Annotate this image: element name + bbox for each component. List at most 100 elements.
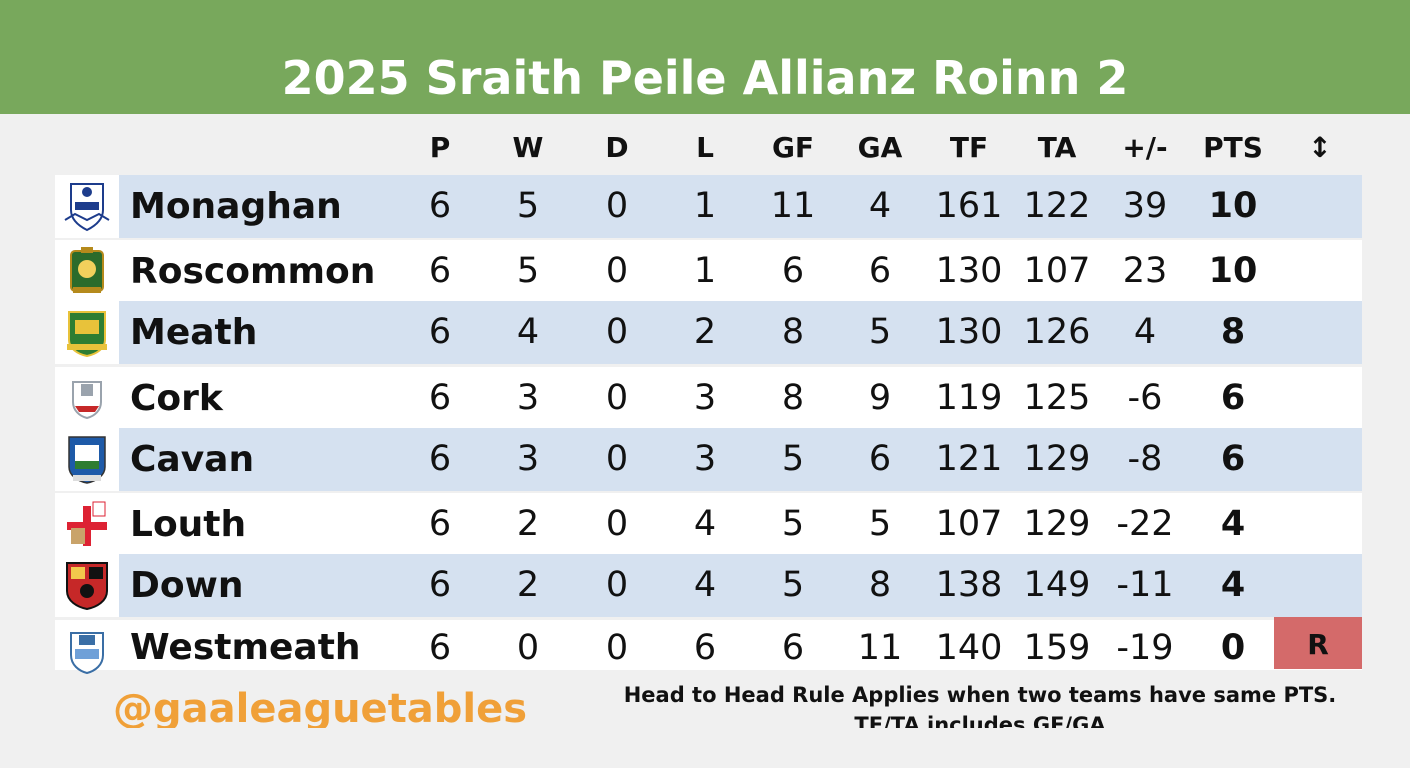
cell-diff: -11 xyxy=(1116,565,1174,605)
cell-diff: 23 xyxy=(1122,251,1168,291)
cell-pts: 10 xyxy=(1208,251,1258,291)
cell-gf: 11 xyxy=(770,186,816,226)
louth-crest-icon xyxy=(55,493,119,556)
cell-ta: 107 xyxy=(1023,251,1091,291)
team-name: Monaghan xyxy=(130,186,342,227)
cell-p: 6 xyxy=(428,504,452,544)
cell-pts: 10 xyxy=(1208,186,1258,226)
cell-ga: 6 xyxy=(868,251,892,291)
team-name: Roscommon xyxy=(130,251,376,292)
cell-gf: 8 xyxy=(781,378,805,418)
cell-w: 4 xyxy=(516,312,540,352)
table-row: Meath 6 4 0 2 8 5 130 126 4 8 xyxy=(55,301,1362,364)
cell-pts: 6 xyxy=(1220,439,1246,479)
cell-ga: 9 xyxy=(868,378,892,418)
cell-p: 6 xyxy=(428,312,452,352)
cell-p: 6 xyxy=(428,378,452,418)
cavan-crest-icon xyxy=(55,428,119,491)
cell-tf: 138 xyxy=(935,565,1003,605)
cell-d: 0 xyxy=(605,439,629,479)
col-header-ga: GA xyxy=(857,131,903,164)
cell-w: 5 xyxy=(516,186,540,226)
cell-p: 6 xyxy=(428,186,452,226)
cell-ga: 8 xyxy=(868,565,892,605)
cell-w: 2 xyxy=(516,504,540,544)
cell-tf: 140 xyxy=(935,628,1003,668)
monaghan-crest-icon xyxy=(55,175,119,238)
col-header-pts: PTS xyxy=(1203,131,1263,164)
col-header-p: P xyxy=(429,131,451,164)
team-name: Cavan xyxy=(130,439,255,480)
cell-gf: 5 xyxy=(781,439,805,479)
cell-ta: 129 xyxy=(1023,504,1091,544)
team-name: Meath xyxy=(130,312,258,353)
cell-tf: 107 xyxy=(935,504,1003,544)
table-row: Cork 6 3 0 3 8 9 119 125 -6 6 xyxy=(55,367,1362,430)
cell-gf: 8 xyxy=(781,312,805,352)
cell-l: 3 xyxy=(693,378,717,418)
table-row: Down 6 2 0 4 5 8 138 149 -11 4 xyxy=(55,554,1362,617)
team-name: Louth xyxy=(130,504,247,545)
col-header-l: L xyxy=(696,131,714,164)
cell-tf: 119 xyxy=(935,378,1003,418)
cell-pts: 4 xyxy=(1220,565,1246,605)
cell-l: 4 xyxy=(693,565,717,605)
cell-pts: 4 xyxy=(1220,504,1246,544)
cell-d: 0 xyxy=(605,312,629,352)
cell-ta: 149 xyxy=(1023,565,1091,605)
col-header-gf: GF xyxy=(771,131,815,164)
col-header-tf: TF xyxy=(949,131,989,164)
title-banner: 2025 Sraith Peile Allianz Roinn 2 xyxy=(0,0,1410,114)
cell-gf: 6 xyxy=(781,251,805,291)
cell-diff: -22 xyxy=(1116,504,1174,544)
cell-ga: 11 xyxy=(857,628,903,668)
table-row: Westmeath 6 0 0 6 6 11 140 159 -19 0 R xyxy=(55,617,1362,675)
table-row: Monaghan 6 5 0 1 11 4 161 122 39 10 xyxy=(55,175,1362,238)
cell-p: 6 xyxy=(428,251,452,291)
cell-diff: 4 xyxy=(1133,312,1157,352)
col-header-w: W xyxy=(512,131,544,164)
cell-ta: 159 xyxy=(1023,628,1091,668)
team-name: Cork xyxy=(130,378,223,419)
cell-ga: 5 xyxy=(868,504,892,544)
col-header-diff: +/- xyxy=(1122,131,1168,164)
team-name: Westmeath xyxy=(130,627,361,668)
cell-l: 2 xyxy=(693,312,717,352)
cell-ta: 125 xyxy=(1023,378,1091,418)
cell-tf: 130 xyxy=(935,251,1003,291)
table-row: Cavan 6 3 0 3 5 6 121 129 -8 6 xyxy=(55,428,1362,491)
page-title: 2025 Sraith Peile Allianz Roinn 2 xyxy=(281,51,1129,105)
team-name: Down xyxy=(130,565,244,606)
cell-pts: 0 xyxy=(1220,628,1246,668)
cell-w: 3 xyxy=(516,378,540,418)
cell-ga: 5 xyxy=(868,312,892,352)
cell-p: 6 xyxy=(428,628,452,668)
meath-crest-icon xyxy=(55,301,119,364)
col-header-ta: TA xyxy=(1037,131,1077,164)
cell-diff: 39 xyxy=(1122,186,1168,226)
cell-w: 2 xyxy=(516,565,540,605)
table-header: P W D L GF GA TF TA +/- PTS ↕ xyxy=(0,128,1410,168)
cell-ta: 126 xyxy=(1023,312,1091,352)
cell-pts: 8 xyxy=(1220,312,1246,352)
cell-d: 0 xyxy=(605,186,629,226)
cell-d: 0 xyxy=(605,504,629,544)
table-row: Louth 6 2 0 4 5 5 107 129 -22 4 xyxy=(55,493,1362,556)
cell-gf: 5 xyxy=(781,565,805,605)
cell-diff: -19 xyxy=(1116,628,1174,668)
cell-gf: 5 xyxy=(781,504,805,544)
cell-l: 6 xyxy=(693,628,717,668)
cell-d: 0 xyxy=(605,628,629,668)
cell-w: 3 xyxy=(516,439,540,479)
relegation-badge: R xyxy=(1274,617,1362,669)
cell-diff: -8 xyxy=(1127,439,1163,479)
cell-tf: 130 xyxy=(935,312,1003,352)
cell-w: 5 xyxy=(516,251,540,291)
cell-l: 1 xyxy=(693,186,717,226)
cell-d: 0 xyxy=(605,378,629,418)
cell-tf: 161 xyxy=(935,186,1003,226)
cell-l: 4 xyxy=(693,504,717,544)
cell-d: 0 xyxy=(605,565,629,605)
cell-l: 3 xyxy=(693,439,717,479)
cell-diff: -6 xyxy=(1127,378,1163,418)
